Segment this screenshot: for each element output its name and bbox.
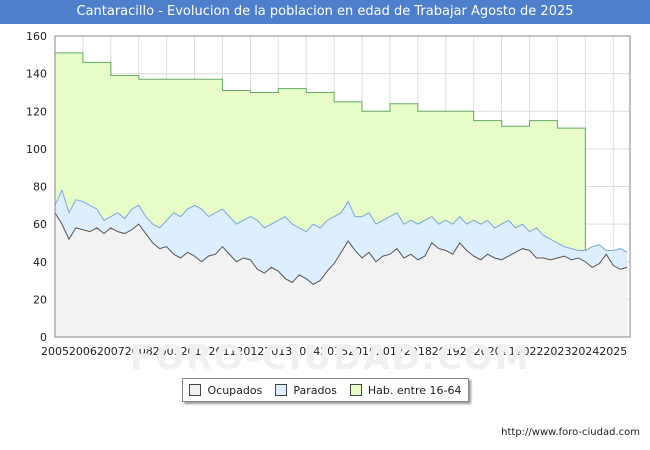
x-tick-label-13: 2018: [404, 345, 432, 358]
legend-swatch-hab: [349, 384, 362, 396]
x-tick-label-12: 2017: [376, 345, 404, 358]
y-tick-label-0: 0: [40, 331, 47, 344]
x-tick-label-9: 2014: [292, 345, 320, 358]
legend-swatch-parados: [275, 384, 288, 396]
legend-label-parados: Parados: [293, 383, 337, 397]
x-tick-label-2: 2007: [97, 345, 125, 358]
source-url: http://www.foro-ciudad.com: [501, 427, 640, 438]
x-tick-label-20: 2025: [599, 345, 627, 358]
legend-label-ocupados: Ocupados: [207, 383, 263, 397]
y-tick-label-7: 140: [26, 68, 47, 81]
x-tick-label-16: 2021: [488, 345, 516, 358]
legend-label-hab: Hab. entre 16-64: [367, 383, 462, 397]
x-tick-label-1: 2006: [69, 345, 97, 358]
x-tick-label-5: 2010: [181, 345, 209, 358]
legend-item-parados: Parados: [275, 384, 337, 397]
y-tick-label-4: 80: [33, 181, 47, 194]
x-tick-label-3: 2008: [125, 345, 153, 358]
x-tick-label-14: 2019: [432, 345, 460, 358]
y-tick-label-3: 60: [33, 218, 47, 231]
x-tick-label-0: 2005: [41, 345, 69, 358]
x-tick-label-15: 2020: [460, 345, 488, 358]
x-tick-label-17: 2022: [516, 345, 544, 358]
chart-plot: 0 20 40 60 80 100 120 140 160 2005 2006 2007 2008 200…: [26, 30, 631, 358]
area-ocupados: [55, 212, 628, 337]
line-parados: [54, 188, 628, 253]
x-tick-label-19: 2024: [571, 345, 599, 358]
line-hab: [55, 52, 586, 337]
x-tick-label-7: 2012: [236, 345, 264, 358]
legend-item-ocupados: Ocupados: [189, 384, 262, 397]
x-tick-label-11: 2016: [348, 345, 376, 358]
x-tick-label-18: 2023: [543, 345, 571, 358]
y-tick-label-5: 100: [26, 143, 47, 156]
chart-legend: Ocupados Parados Hab. entre 16-64: [182, 378, 469, 402]
y-tick-label-1: 20: [33, 293, 47, 306]
x-tick-label-8: 2013: [264, 345, 292, 358]
legend-item-hab: Hab. entre 16-64: [349, 383, 462, 397]
x-tick-label-6: 2011: [208, 345, 236, 358]
plot-frame: [54, 35, 631, 338]
y-tick-label-6: 120: [26, 105, 47, 118]
legend-swatch-ocupados: [189, 384, 202, 396]
line-ocupados: [54, 212, 628, 285]
y-tick-label-8: 160: [26, 30, 47, 43]
chart-title: Cantaracillo - Evolucion de la poblacion…: [0, 0, 650, 24]
y-tick-label-2: 40: [33, 256, 47, 269]
x-tick-label-10: 2015: [320, 345, 348, 358]
watermark: FORO-CIUDAD.COM: [130, 338, 531, 378]
x-tick-label-4: 2009: [153, 345, 181, 358]
